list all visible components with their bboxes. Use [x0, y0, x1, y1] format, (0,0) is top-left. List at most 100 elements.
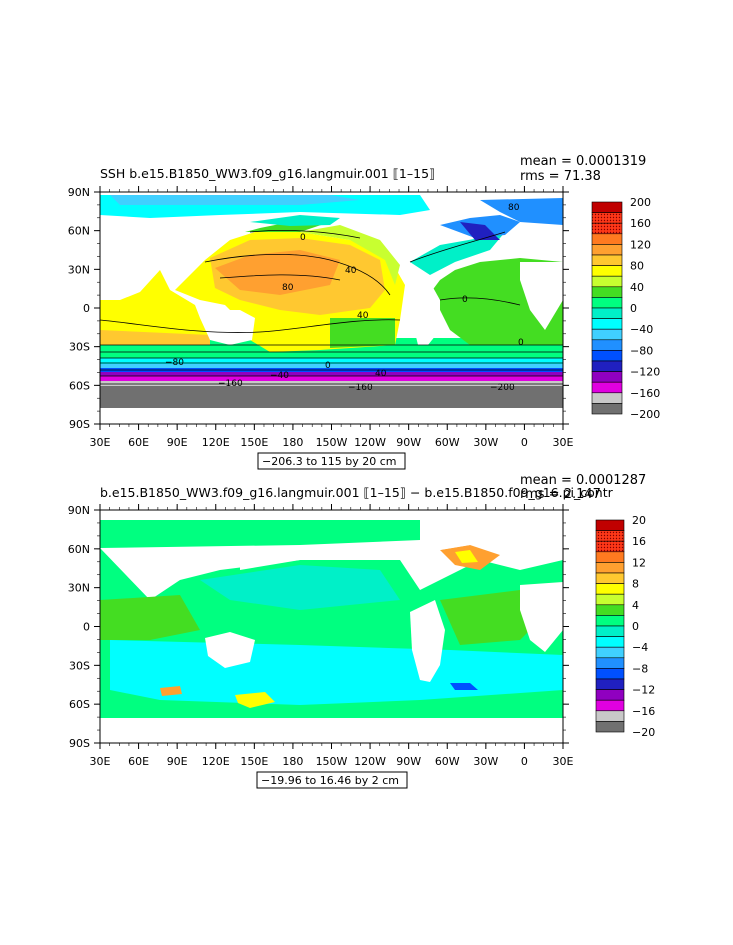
pacific-southeast [330, 318, 395, 348]
colorbar-swatch [591, 222, 623, 235]
panel-2-axis-ticks: 30E 60E 90E 120E 150E 180 150W 120W 90W 60W 30W 0 30… [68, 504, 574, 768]
colorbar-swatch [591, 254, 623, 266]
nordic-seas [480, 198, 563, 225]
contour-label: 40 [357, 311, 369, 321]
lat-tick-label: 30S [69, 341, 90, 354]
colorbar-label: 200 [630, 196, 651, 209]
panel-2-rms: rms = 2.147 [520, 487, 601, 502]
panel-2-title: b.e15.B1850_WW3.f09_g16.langmuir.001 ⟦1–… [100, 485, 614, 500]
contour-label: −40 [270, 371, 289, 381]
colorbar-swatch [595, 689, 625, 701]
southern-positive-anomaly [160, 686, 182, 696]
lon-tick-label: 90E [167, 755, 188, 768]
panel-1-colorbar: 200 160 120 80 40 0 −40 −80 −120 −160 −200 [591, 196, 660, 421]
panel-1-map: 0 40 80 40 0 0 40 −160 −160 −200 0 −40 8… [68, 186, 574, 449]
contour-label: 0 [300, 233, 306, 243]
lat-tick-label: 30S [69, 659, 90, 672]
colorbar-label: −160 [630, 387, 660, 400]
colorbar-label: −16 [632, 705, 655, 718]
colorbar-label: 12 [632, 556, 646, 569]
colorbar-swatch [595, 710, 625, 722]
lon-tick-label: 120E [202, 436, 230, 449]
colorbar-swatch [595, 668, 625, 680]
colorbar-label: 80 [630, 260, 644, 273]
panel-1-mean: mean = 0.0001319 [520, 154, 646, 169]
arctic-core [110, 195, 360, 205]
panel-1-axis-ticks: 30E 60E 90E 120E 150E 180 150W 120W 90W 60W 30W 0 30… [68, 186, 574, 449]
colorbar-swatch [591, 318, 623, 330]
north-atlantic-anomaly-core [455, 550, 478, 563]
ocean-band [100, 368, 563, 373]
panel-2: b.e15.B1850_WW3.f09_g16.langmuir.001 ⟦1–… [68, 473, 655, 789]
colorbar-swatch [595, 657, 625, 669]
panel-2-map: 30E 60E 90E 120E 150E 180 150W 120W 90W 60W 30W 0 30… [68, 504, 574, 768]
colorbar-swatch [595, 583, 625, 595]
panel-2-range-label: −19.96 to 16.46 by 2 cm [261, 774, 399, 787]
lon-tick-label: 60W [435, 436, 460, 449]
colorbar-swatch [595, 604, 625, 616]
colorbar-label: −8 [632, 662, 648, 675]
colorbar-swatch [591, 403, 623, 415]
lat-tick-label: 90N [68, 186, 90, 199]
colorbar-swatch [591, 275, 623, 288]
panel-1-range-box [257, 452, 406, 470]
colorbar-swatch [595, 625, 625, 637]
colorbar-label: 8 [632, 578, 639, 591]
colorbar-swatch [591, 265, 623, 277]
colorbar-swatch [595, 530, 625, 542]
colorbar-swatch [591, 297, 623, 309]
panel-1-range-label: −206.3 to 115 by 20 cm [262, 455, 396, 468]
ocean-band [100, 372, 563, 377]
lon-tick-label: 180 [282, 436, 303, 449]
colorbar-swatch [591, 201, 623, 213]
colorbar-label: 16 [632, 535, 646, 548]
colorbar-label: −4 [632, 641, 648, 654]
lat-tick-label: 60N [68, 225, 90, 238]
indian-ocean [100, 270, 215, 345]
africa-land [520, 582, 563, 652]
asia-land [240, 545, 400, 570]
lon-tick-label: 90W [396, 436, 421, 449]
pacific-subpolar [250, 215, 340, 226]
lat-tick-label: 60N [68, 543, 90, 556]
colorbar-label: 120 [630, 238, 651, 251]
contour-label: 0 [325, 361, 331, 371]
colorbar-swatch [591, 350, 623, 362]
contour-label: 0 [462, 295, 468, 305]
colorbar-label: −120 [630, 366, 660, 379]
lon-tick-label: 90W [396, 755, 421, 768]
north-america-land [420, 525, 510, 560]
lat-tick-label: 30N [68, 263, 90, 276]
colorbar-swatch [591, 244, 623, 256]
panel-1-rms: rms = 71.38 [520, 169, 601, 184]
colorbar-label: −12 [632, 684, 655, 697]
southern-positive-anomaly [235, 692, 275, 708]
panel-2-range-box [256, 771, 408, 789]
colorbar-label: 40 [630, 281, 644, 294]
colorbar-swatch [591, 371, 623, 383]
colorbar-label: −80 [630, 344, 653, 357]
colorbar-swatch [591, 381, 623, 394]
colorbar-swatch [591, 307, 623, 319]
colorbar-label: 160 [630, 217, 651, 230]
lon-tick-label: 90E [167, 436, 188, 449]
ocean-band [100, 364, 563, 370]
colorbar-swatch [591, 286, 623, 298]
colorbar-swatch [595, 572, 625, 584]
panel-1: SSH b.e15.B1850_WW3.f09_g16.langmuir.001… [68, 154, 660, 470]
contour-label: −160 [348, 383, 373, 393]
lat-tick-label: 60S [69, 379, 90, 392]
colorbar-swatch [591, 212, 623, 224]
contour-label: −80 [165, 358, 184, 368]
colorbar-swatch [595, 519, 625, 531]
australia-land [200, 310, 255, 345]
ocean-band [100, 386, 563, 408]
lon-tick-label: 150W [316, 755, 348, 768]
lon-tick-label: 150E [240, 755, 268, 768]
lon-tick-label: 180 [282, 755, 303, 768]
colorbar-label: 20 [632, 514, 646, 527]
north-atlantic [410, 232, 505, 275]
south-america-land [410, 600, 445, 682]
lon-tick-label: 30E [90, 755, 111, 768]
